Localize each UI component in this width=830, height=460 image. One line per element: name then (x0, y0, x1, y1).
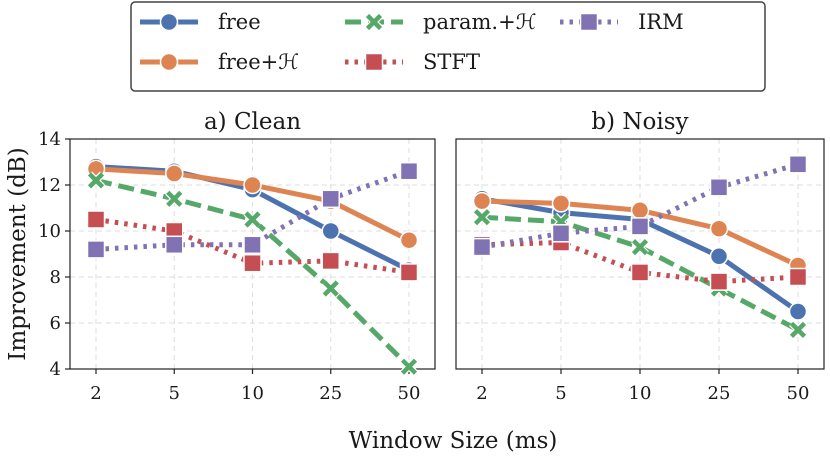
legend-marker-irm (579, 12, 599, 32)
legend-box (130, 1, 766, 92)
data-point-free (709, 247, 729, 266)
y-axis-label: Improvement (dB) (5, 147, 31, 360)
legend-marker-stft (364, 52, 384, 72)
x-axis-label: Window Size (ms) (349, 428, 558, 454)
x-tick-label: 10 (629, 383, 652, 404)
data-point-irm (472, 237, 492, 257)
data-point-free (321, 221, 340, 241)
data-point-param-h (789, 320, 807, 339)
data-point-stft (709, 272, 729, 291)
data-point-irm (551, 224, 571, 243)
x-tick-label: 2 (476, 383, 487, 404)
series-irm (86, 161, 419, 259)
x-tick-label: 2 (90, 383, 101, 404)
data-point-param-h (321, 279, 340, 298)
data-point-irm (399, 161, 419, 181)
panel-noisy: 2 5 10 25 50b) Noisy (455, 109, 825, 404)
data-point-irm (630, 217, 650, 236)
data-point-param-h (243, 210, 262, 229)
legend: free free+ℋ param.+ℋ STFT IRM (130, 1, 766, 92)
x-tick-label: 5 (169, 383, 180, 404)
legend-label-free-h: free+ℋ (218, 50, 299, 74)
x-tick-label: 5 (555, 383, 566, 404)
data-point-irm (709, 178, 729, 197)
data-point-stft (399, 263, 419, 282)
y-tick-label: 4 (50, 359, 61, 380)
data-point-free-h (399, 230, 419, 250)
x-tick-label: 25 (708, 383, 731, 404)
series-irm (472, 155, 808, 257)
x-tick-label: 50 (398, 383, 421, 404)
legend-label-irm: IRM (638, 10, 684, 34)
legend-label-param-h: param.+ℋ (423, 10, 536, 34)
data-point-irm (243, 235, 262, 255)
y-tick-label: 6 (50, 313, 61, 334)
series-stft (86, 210, 419, 282)
data-point-param-h (400, 357, 418, 376)
x-tick-label: 25 (319, 383, 342, 404)
data-point-param-h (473, 208, 491, 227)
legend-item-free-h: free+ℋ (140, 50, 299, 74)
data-point-free-h (709, 219, 729, 238)
x-tick-label: 10 (241, 383, 264, 404)
data-point-irm (86, 240, 106, 259)
data-point-param-h (87, 171, 105, 190)
data-point-param-h (165, 189, 184, 208)
data-point-irm (788, 155, 808, 174)
data-point-stft (243, 253, 262, 273)
data-point-stft (86, 210, 106, 229)
x-tick-label: 50 (787, 383, 810, 404)
y-tick-label: 8 (50, 267, 61, 288)
legend-marker-free-h (159, 52, 179, 72)
data-point-stft (321, 251, 340, 271)
data-point-free-h (472, 191, 492, 211)
legend-label-free: free (218, 10, 261, 34)
data-point-free-h (630, 201, 650, 220)
data-point-free-h (551, 194, 571, 213)
legend-item-irm: IRM (560, 10, 684, 34)
legend-item-param-h: param.+ℋ (345, 10, 536, 34)
data-point-param-h (631, 238, 649, 257)
panel-title: a) Clean (204, 109, 301, 135)
legend-item-stft: STFT (345, 50, 480, 74)
y-tick-label: 14 (38, 129, 61, 150)
data-point-stft (788, 267, 808, 287)
data-point-free-h (243, 175, 262, 195)
panel-title: b) Noisy (591, 109, 688, 135)
data-point-free-h (165, 164, 184, 183)
legend-item-free: free (140, 10, 261, 34)
data-point-stft (630, 263, 650, 282)
legend-marker-free (159, 12, 179, 32)
data-point-irm (165, 235, 184, 255)
series-param-h (87, 171, 418, 376)
data-point-irm (321, 189, 340, 209)
legend-marker-param-h (365, 13, 383, 31)
data-point-free (788, 302, 808, 321)
y-tick-label: 12 (38, 175, 61, 196)
legend-label-stft: STFT (423, 50, 480, 74)
y-tick-label: 10 (38, 221, 61, 242)
